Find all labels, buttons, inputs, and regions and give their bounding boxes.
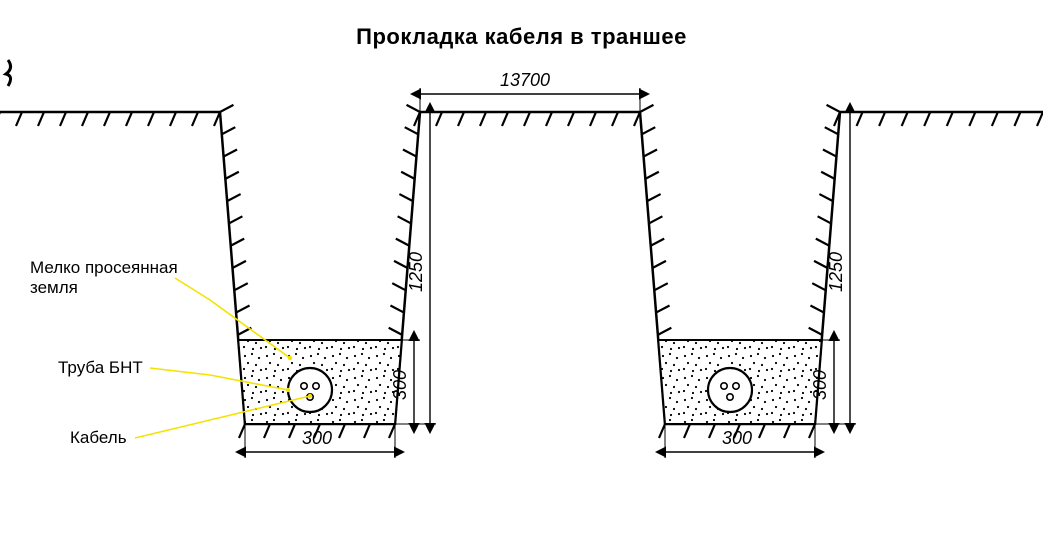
cable-core bbox=[721, 383, 727, 389]
svg-text:300: 300 bbox=[722, 428, 752, 448]
leader bbox=[175, 278, 290, 358]
label-soil: Мелко просеянная земля bbox=[30, 258, 178, 298]
corner-mark bbox=[6, 60, 11, 86]
svg-text:1250: 1250 bbox=[826, 252, 846, 292]
pipe bbox=[288, 368, 332, 412]
cable-core bbox=[313, 383, 319, 389]
svg-text:300: 300 bbox=[810, 370, 830, 400]
pipe bbox=[708, 368, 752, 412]
cable-core bbox=[301, 383, 307, 389]
svg-text:300: 300 bbox=[390, 370, 410, 400]
label-pipe: Труба БНТ bbox=[58, 358, 143, 378]
cable-core bbox=[733, 383, 739, 389]
cable-core bbox=[727, 394, 733, 400]
svg-text:13700: 13700 bbox=[500, 70, 550, 90]
svg-text:1250: 1250 bbox=[406, 252, 426, 292]
label-cable: Кабель bbox=[70, 428, 127, 448]
svg-text:300: 300 bbox=[302, 428, 332, 448]
